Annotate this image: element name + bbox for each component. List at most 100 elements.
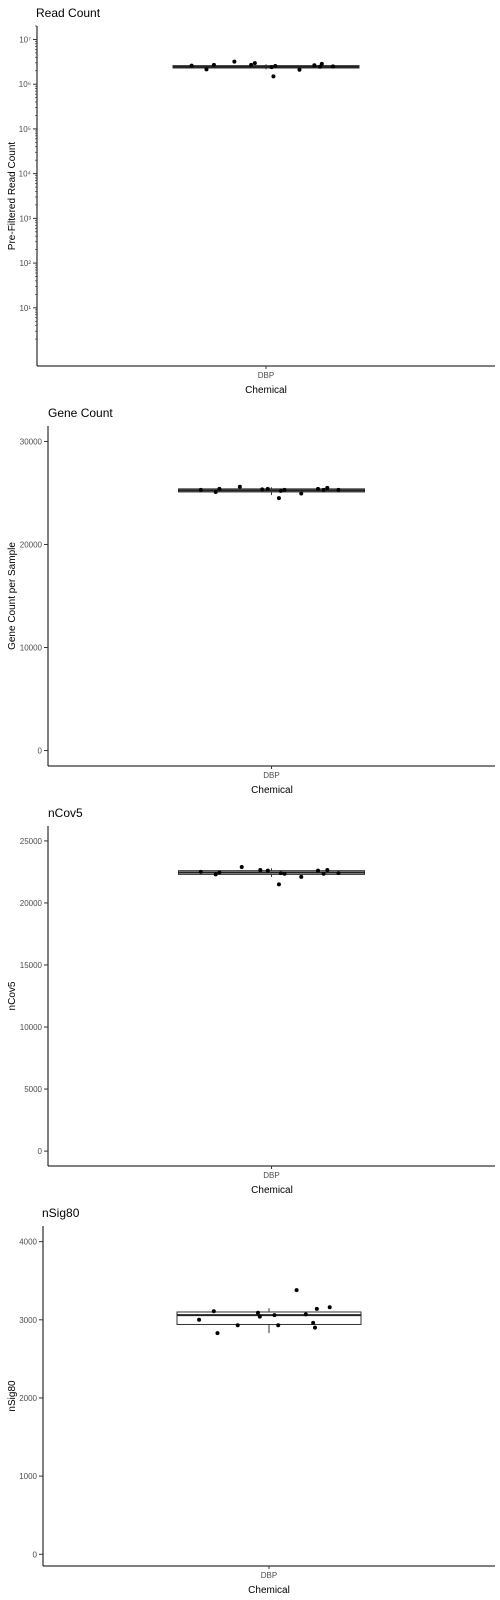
data-point: [325, 868, 330, 873]
data-point: [198, 487, 203, 492]
x-axis-title: Chemical: [251, 785, 293, 796]
data-point: [272, 1313, 277, 1318]
data-point: [249, 62, 254, 67]
data-point: [327, 1305, 332, 1310]
data-point: [278, 871, 283, 876]
chart-title: nSig80: [42, 1206, 80, 1220]
data-point: [294, 1288, 299, 1293]
data-point: [269, 65, 274, 70]
data-point: [213, 489, 218, 494]
y-tick-label: 10²: [19, 259, 31, 268]
y-tick-label: 10¹: [19, 304, 31, 313]
y-ticks: 0 10000 20000 30000: [20, 437, 48, 756]
y-tick-label: 0: [38, 1147, 43, 1156]
data-point: [276, 1323, 281, 1328]
x-tick-label: DBP: [263, 771, 279, 780]
data-point: [265, 868, 270, 873]
x-tick-label: DBP: [261, 1571, 277, 1580]
data-point: [321, 871, 326, 876]
x-axis-title: Chemical: [245, 385, 287, 396]
y-tick-label: 10⁴: [19, 170, 32, 179]
data-point: [336, 487, 341, 492]
data-point: [217, 486, 222, 491]
y-tick-label: 3000: [19, 1316, 37, 1325]
y-tick-label: 10³: [19, 214, 31, 223]
x-axis-title: Chemical: [248, 1585, 290, 1596]
x-category-labels: DBP: [263, 1166, 280, 1180]
y-tick-label: 1000: [19, 1472, 37, 1481]
data-point: [260, 487, 265, 492]
data-point: [189, 63, 194, 68]
boxplot: [178, 487, 365, 496]
data-point: [321, 487, 326, 492]
y-tick-label: 2000: [19, 1394, 37, 1403]
boxplot: [178, 868, 365, 877]
data-point: [213, 872, 218, 877]
data-point: [204, 67, 209, 72]
y-tick-label: 20000: [20, 899, 43, 908]
x-category-labels: DBP: [258, 366, 274, 380]
data-point: [198, 869, 203, 874]
data-points: [189, 59, 335, 79]
data-point: [265, 486, 270, 491]
y-ticks: 0 1000 2000 3000 4000: [19, 1238, 43, 1559]
data-point: [239, 864, 244, 869]
data-point: [297, 67, 302, 72]
chart-title: Gene Count: [48, 406, 113, 420]
data-point: [232, 59, 237, 64]
data-points: [198, 864, 341, 887]
y-tick-label: 30000: [20, 437, 43, 446]
data-point: [316, 486, 320, 491]
y-axis-title: Gene Count per Sample: [7, 542, 18, 650]
y-ticks: 0 5000 10000 15000 20000 25000: [20, 837, 48, 1156]
ncov5-panel: nCov5 Chemical nCov5 0 5000 10000 15000 2000…: [0, 800, 500, 1200]
chart-title: Read Count: [36, 6, 101, 20]
y-tick-label: 15000: [20, 961, 43, 970]
x-category-labels: DBP: [261, 1566, 277, 1580]
data-point: [276, 882, 281, 887]
data-point: [273, 64, 278, 69]
data-point: [319, 61, 324, 66]
data-point: [299, 491, 304, 496]
data-points: [198, 484, 341, 501]
nsig80-chart: nSig80 Chemical nSig80 0 1000 2000 3000 4000…: [7, 1206, 495, 1596]
ncov5-chart: nCov5 Chemical nCov5 0 5000 10000 15000 2000…: [7, 806, 495, 1196]
data-point: [313, 1325, 317, 1330]
data-point: [252, 61, 257, 66]
boxplot: [172, 64, 360, 70]
y-tick-label: 25000: [20, 837, 43, 846]
data-point: [255, 1310, 260, 1315]
y-ticks: 10¹ 10² 10³ 10⁴ 10⁵ 10⁶ 10⁷: [19, 35, 37, 313]
x-tick-label: DBP: [258, 371, 274, 380]
data-point: [271, 74, 276, 79]
data-point: [258, 868, 263, 873]
read-count-panel: Read Count Chemical Pre-Filtered Read Co…: [0, 0, 500, 400]
data-point: [303, 1312, 308, 1317]
y-tick-label: 4000: [19, 1238, 37, 1247]
data-point: [336, 871, 341, 876]
data-point: [235, 1323, 240, 1328]
y-tick-label: 5000: [24, 1085, 42, 1094]
data-point: [282, 487, 287, 492]
data-point: [217, 870, 222, 875]
data-point: [311, 1320, 316, 1325]
data-point: [299, 874, 304, 879]
data-points: [197, 1288, 332, 1336]
read-count-chart: Read Count Chemical Pre-Filtered Read Co…: [7, 6, 495, 396]
gene-count-panel: Gene Count Chemical Gene Count per Sampl…: [0, 400, 500, 800]
data-point: [257, 1314, 262, 1319]
y-tick-label: 10⁶: [19, 80, 31, 89]
y-tick-label: 10⁷: [19, 35, 31, 44]
y-axis-title: nCov5: [7, 981, 18, 1010]
boxplot: [176, 1308, 362, 1334]
y-tick-label: 20000: [20, 540, 43, 549]
nsig80-panel: nSig80 Chemical nSig80 0 1000 2000 3000 4000…: [0, 1200, 500, 1600]
data-point: [314, 1306, 319, 1311]
data-point: [211, 1309, 216, 1314]
y-axis-title: nSig80: [7, 1380, 18, 1412]
y-tick-label: 0: [38, 747, 43, 756]
data-point: [278, 488, 283, 493]
y-minor-ticks: [35, 25, 37, 340]
gene-count-chart: Gene Count Chemical Gene Count per Sampl…: [7, 406, 495, 796]
x-tick-label: DBP: [263, 1171, 279, 1180]
